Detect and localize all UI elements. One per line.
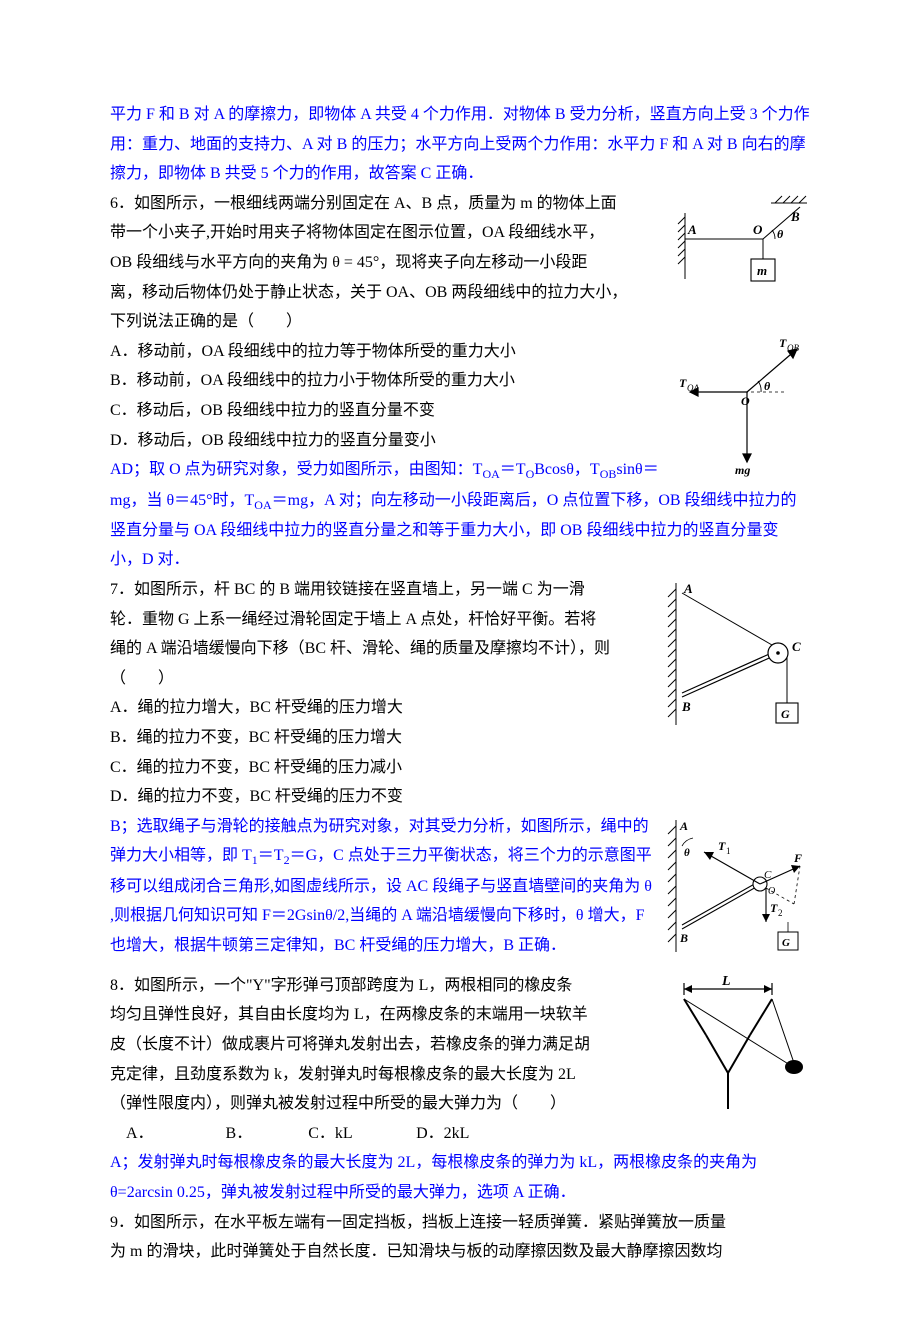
q8-options: A． B． C．kL D．2kL xyxy=(110,1119,810,1149)
svg-text:T: T xyxy=(779,337,787,350)
svg-text:C: C xyxy=(764,869,772,881)
q7-opt-d: D．绳的拉力不变，BC 杆受绳的压力不变 xyxy=(110,782,810,812)
svg-text:A: A xyxy=(679,819,688,833)
q9-stem-1: 9．如图所示，在水平板左端有一固定挡板，挡板上连接一轻质弹簧．紧贴弹簧放一质量 xyxy=(110,1208,810,1238)
svg-text:θ: θ xyxy=(764,379,771,393)
svg-text:T: T xyxy=(770,901,778,915)
q9-stem-2: 为 m 的滑块，此时弹簧处于自然长度．已知滑块与板的动摩擦因数及最大静摩擦因数均 xyxy=(110,1237,810,1267)
q6-figure-fbd: O θ T OA T OB mg xyxy=(675,337,810,477)
svg-text:mg: mg xyxy=(735,463,750,477)
svg-text:G: G xyxy=(782,937,790,949)
svg-text:B: B xyxy=(790,209,800,224)
svg-text:1: 1 xyxy=(726,846,731,856)
svg-text:A: A xyxy=(683,581,693,596)
svg-text:O: O xyxy=(768,886,775,897)
svg-text:F: F xyxy=(793,851,802,865)
svg-text:O: O xyxy=(741,394,750,408)
q8-figure: L xyxy=(660,971,810,1121)
svg-text:B: B xyxy=(679,931,688,945)
svg-text:L: L xyxy=(721,974,731,989)
svg-text:OA: OA xyxy=(687,383,699,393)
svg-text:C: C xyxy=(792,639,801,654)
q6-figure-top: A O B θ m xyxy=(675,189,810,319)
q7-figure-fbd: A B θ T1 T2 F C O G xyxy=(660,812,810,967)
q8-answer: A；发射弹丸时每根橡皮条的最大长度为 2L，每根橡皮条的弹力为 kL，两根橡皮条… xyxy=(110,1148,810,1207)
svg-text:θ: θ xyxy=(684,847,690,859)
svg-text:T: T xyxy=(679,376,687,390)
svg-text:2: 2 xyxy=(778,908,783,918)
svg-text:T: T xyxy=(718,839,726,853)
svg-text:θ: θ xyxy=(777,227,784,241)
q7-opt-c: C．绳的拉力不变，BC 杆受绳的压力减小 xyxy=(110,753,810,783)
page-container: 平力 F 和 B 对 A 的摩擦力，即物体 A 共受 4 个力作用．对物体 B … xyxy=(0,0,920,1327)
svg-text:B: B xyxy=(681,699,691,714)
svg-text:A: A xyxy=(687,222,697,237)
svg-text:G: G xyxy=(781,707,790,721)
q7-figure-main: A B C G xyxy=(660,575,810,745)
svg-text:OB: OB xyxy=(787,343,799,353)
intro-answer: 平力 F 和 B 对 A 的摩擦力，即物体 A 共受 4 个力作用．对物体 B … xyxy=(110,100,810,189)
svg-text:m: m xyxy=(757,263,767,278)
svg-text:O: O xyxy=(753,222,763,237)
